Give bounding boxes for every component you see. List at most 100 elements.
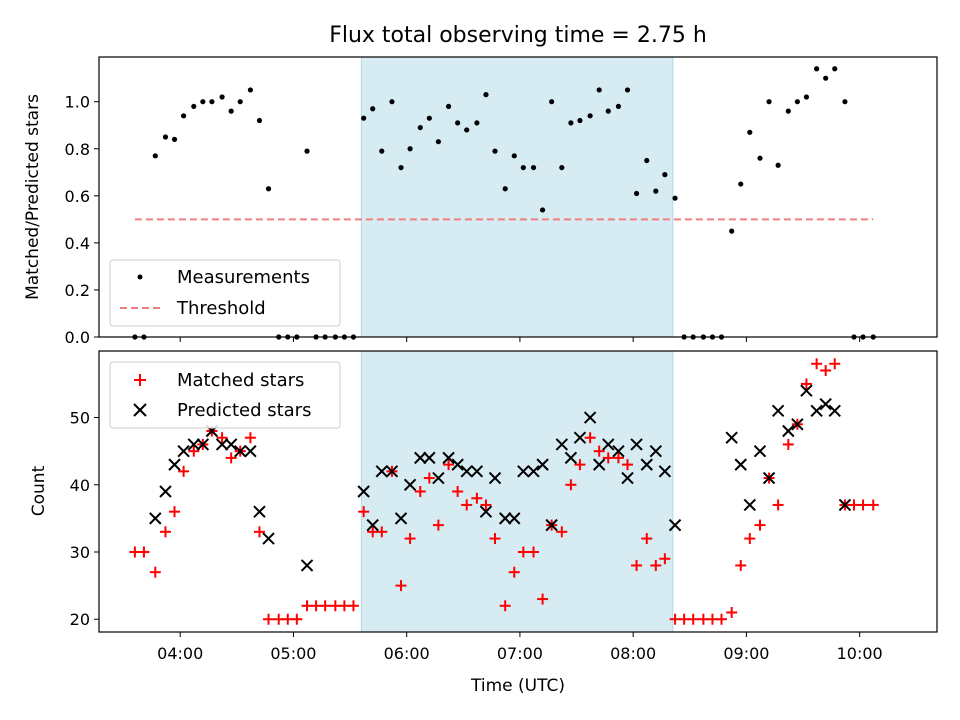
predicted-stars-point [658, 465, 672, 478]
matched-stars-point [735, 559, 747, 571]
matched-stars-point [517, 546, 529, 558]
measurements-point [605, 108, 611, 114]
predicted-stars-point [612, 444, 625, 458]
predicted-stars-point [403, 478, 417, 491]
legend-measurements-marker [137, 274, 143, 280]
measurements-point [644, 157, 650, 164]
matched-stars-point [414, 486, 426, 497]
measurements-point [596, 87, 602, 93]
matched-stars-point [631, 559, 643, 571]
measurements-point [171, 136, 178, 142]
measurements-point [757, 155, 763, 161]
predicted-stars-point [762, 471, 776, 485]
predicted-stars-point [366, 518, 379, 532]
matched-stars-point [291, 613, 303, 625]
measurements-point [228, 108, 234, 114]
predicted-stars-point [451, 458, 464, 471]
matched-stars-point [820, 364, 832, 376]
predicted-stars-point [828, 404, 841, 418]
measurements-point [483, 92, 489, 98]
legend-measurements-label: Measurements [177, 267, 310, 288]
predicted-stars-point [536, 458, 549, 471]
y-tick-label: 30 [70, 543, 90, 562]
predicted-stars-point [234, 444, 247, 458]
top-y-axis-label: Matched/Predicted stars [23, 94, 43, 300]
predicted-stars-point [488, 471, 502, 485]
y-tick-label: 1.0 [65, 93, 90, 112]
top-chart-title: Flux total observing time = 2.75 h [329, 23, 707, 48]
matched-stars-point [612, 452, 624, 464]
predicted-stars-point [527, 465, 540, 478]
measurements-point [587, 113, 593, 119]
predicted-stars-point [771, 404, 785, 418]
matched-stars-point [867, 499, 879, 511]
predicted-stars-point [640, 458, 653, 471]
predicted-stars-point [791, 418, 804, 431]
measurements-point [559, 164, 565, 171]
matched-stars-point [149, 566, 161, 578]
predicted-stars-point [583, 411, 597, 424]
y-tick-label: 0.2 [65, 281, 90, 300]
matched-stars-point [443, 459, 455, 471]
predicted-stars-point [300, 559, 314, 572]
measurements-point [445, 103, 452, 110]
predicted-stars-point [743, 498, 757, 512]
predicted-stars-point [149, 512, 162, 525]
predicted-stars-point [498, 512, 512, 525]
measurements-point [615, 103, 622, 110]
predicted-stars-point [800, 384, 813, 397]
x-tick-label: 10:00 [837, 644, 883, 663]
bottom-legend-box [109, 361, 341, 429]
predicted-stars-point [649, 444, 663, 458]
x-tick-label: 04:00 [157, 644, 203, 663]
matched-stars-point [715, 613, 727, 625]
predicted-stars-point [592, 458, 606, 471]
measurements-point [549, 99, 555, 105]
bottom-x-axis-label: Time (UTC) [470, 676, 565, 696]
measurements-point [747, 129, 753, 135]
matched-stars-point [800, 378, 812, 390]
measurements-point [633, 190, 640, 197]
predicted-stars-point [545, 518, 558, 532]
matched-stars-point [480, 499, 492, 511]
predicted-stars-point [517, 465, 530, 478]
measurements-point [530, 164, 537, 171]
predicted-stars-point [621, 471, 634, 485]
matched-stars-point [395, 580, 407, 592]
predicted-stars-point [555, 438, 569, 451]
measurements-point [219, 94, 225, 100]
predicted-stars-point [753, 444, 767, 458]
predicted-stars-point [782, 424, 795, 438]
predicted-stars-point [564, 451, 578, 465]
predicted-stars-point [196, 438, 210, 451]
predicted-stars-point [253, 505, 266, 518]
predicted-stars-point [357, 485, 370, 498]
predicted-stars-point [262, 532, 275, 545]
legend-threshold-label: Threshold [176, 298, 266, 319]
legend-matched-marker [134, 374, 146, 386]
matched-stars-point [537, 593, 549, 605]
legend-predicted-label: Predicted stars [177, 400, 311, 421]
measurements-point [237, 99, 243, 105]
predicted-stars-point [215, 438, 229, 451]
y-tick-label: 40 [70, 476, 90, 495]
top-panel: Flux total observing time = 2.75 h Match… [23, 23, 938, 347]
predicted-stars-point [414, 451, 427, 465]
matched-stars-point [829, 358, 841, 370]
predicted-stars-point [479, 505, 493, 518]
y-tick-label: 20 [70, 610, 90, 629]
measurements-point [304, 148, 310, 154]
matched-stars-point [650, 559, 662, 571]
predicted-stars-point [810, 404, 823, 418]
y-tick-label: 0.8 [65, 140, 90, 159]
measurements-point [653, 188, 659, 194]
predicted-stars-point [573, 431, 587, 444]
measurements-point [577, 117, 583, 124]
observing-window-span [360, 56, 674, 338]
observing-window-span [360, 350, 674, 633]
predicted-stars-point [630, 438, 643, 451]
predicted-stars-point [159, 485, 172, 498]
matched-stars-point [754, 519, 766, 531]
matched-stars-point [659, 553, 671, 565]
predicted-stars-point [819, 397, 832, 411]
